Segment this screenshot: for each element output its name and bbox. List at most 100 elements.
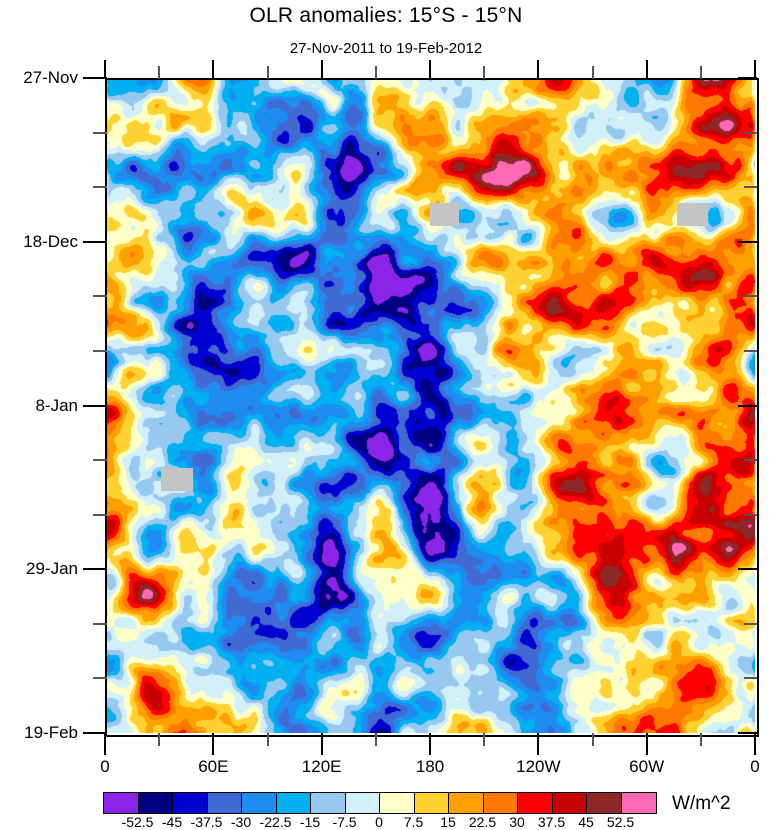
- colorbar-cell-9: [414, 793, 449, 813]
- colorbar-cell-3: [207, 793, 242, 813]
- missing-data-block: [160, 467, 194, 492]
- x-axis-label: 0: [750, 757, 760, 776]
- y-axis-label: 19-Feb: [24, 723, 78, 742]
- x-tick-major: [104, 733, 106, 755]
- x-tick-top-major: [104, 60, 106, 79]
- x-tick-minor: [374, 733, 377, 746]
- y-tick-right: [744, 459, 757, 462]
- x-tick-minor: [266, 733, 269, 746]
- colorbar-tick-label: 30: [509, 814, 525, 830]
- colorbar-cell-7: [345, 793, 380, 813]
- y-tick-right: [744, 513, 757, 516]
- x-tick-top-major: [320, 60, 323, 79]
- y-tick-right: [744, 186, 757, 189]
- y-tick-minor: [93, 349, 107, 352]
- x-tick-top-minor: [699, 66, 702, 79]
- colorbar-cell-11: [483, 793, 518, 813]
- x-tick-minor: [483, 733, 486, 746]
- colorbar-tick-label: 45: [578, 814, 594, 830]
- y-axis-label: 8-Jan: [35, 395, 78, 415]
- y-tick-major: [83, 77, 107, 79]
- colorbar-tick-label: 37.5: [537, 814, 566, 830]
- colorbar: [103, 792, 657, 814]
- y-axis-label: 18-Dec: [23, 231, 78, 251]
- y-tick-major: [83, 568, 107, 571]
- colorbar-cell-2: [173, 793, 208, 813]
- colorbar-tick-label: 52.5: [606, 814, 635, 830]
- x-tick-minor: [591, 733, 594, 746]
- page-title: OLR anomalies: 15°S - 15°N: [249, 4, 523, 27]
- y-tick-minor: [93, 622, 107, 625]
- missing-data-block: [677, 202, 709, 227]
- y-tick-right-major: [738, 404, 757, 407]
- colorbar-tick-label: -52.5: [121, 814, 154, 830]
- colorbar-cell-14: [587, 793, 622, 813]
- hovmoller-plot-area: [105, 78, 755, 733]
- x-tick-top-major: [645, 60, 648, 79]
- y-tick-major: [83, 404, 107, 407]
- y-tick-minor: [93, 131, 107, 134]
- x-tick-major: [537, 733, 540, 755]
- colorbar-cell-15: [621, 793, 656, 813]
- x-tick-minor: [158, 733, 161, 746]
- x-tick-major: [212, 733, 215, 755]
- colorbar-tick-label: -7.5: [332, 814, 357, 830]
- colorbar-cell-10: [449, 793, 484, 813]
- colorbar-tick-label: -15: [299, 814, 321, 830]
- x-axis-label: 60W: [629, 757, 665, 776]
- colorbar-cell-0: [104, 793, 139, 813]
- colorbar-cell-1: [138, 793, 173, 813]
- y-tick-right-major: [738, 732, 757, 734]
- colorbar-tick-label: 0: [375, 814, 383, 830]
- y-tick-major: [83, 240, 107, 243]
- y-tick-right-major: [738, 240, 757, 243]
- colorbar-units-label: W/m^2: [672, 793, 731, 814]
- y-axis-label: 29-Jan: [26, 559, 78, 579]
- colorbar-cell-6: [311, 793, 346, 813]
- x-axis-label: 60E: [198, 757, 229, 776]
- x-tick-top-major: [754, 60, 756, 79]
- x-tick-top-minor: [266, 66, 269, 79]
- x-tick-major: [429, 733, 431, 755]
- x-tick-top-major: [537, 60, 540, 79]
- y-tick-right-major: [738, 77, 757, 79]
- y-axis-label: 27-Nov: [23, 68, 78, 87]
- colorbar-tick-label: 22.5: [468, 814, 497, 830]
- y-tick-right: [744, 131, 757, 134]
- y-tick-right-major: [738, 568, 757, 571]
- y-tick-right: [744, 349, 757, 352]
- colorbar-tick-label: -45: [161, 814, 183, 830]
- x-tick-top-minor: [374, 66, 377, 79]
- missing-data-block: [430, 202, 459, 227]
- olr-anomaly-contour-field: [105, 78, 755, 733]
- x-tick-major: [320, 733, 323, 755]
- x-tick-top-minor: [591, 66, 594, 79]
- colorbar-cell-12: [518, 793, 553, 813]
- date-range-subtitle: 27-Nov-2011 to 19-Feb-2012: [289, 40, 483, 57]
- x-tick-minor: [699, 733, 702, 746]
- x-axis-label: 120W: [516, 757, 561, 776]
- y-tick-right: [744, 622, 757, 625]
- x-axis-label: 180: [415, 757, 445, 776]
- colorbar-cell-4: [242, 793, 277, 813]
- colorbar-cell-5: [276, 793, 311, 813]
- x-axis-label: 120E: [301, 757, 342, 776]
- y-tick-minor: [93, 677, 107, 680]
- y-tick-minor: [93, 459, 107, 462]
- colorbar-tick-label: -30: [230, 814, 252, 830]
- x-tick-major: [645, 733, 648, 755]
- colorbar-cell-13: [552, 793, 587, 813]
- colorbar-tick-label: 7.5: [403, 814, 424, 830]
- colorbar-tick-label: -22.5: [259, 814, 292, 830]
- y-tick-right: [744, 295, 757, 298]
- x-tick-top-major: [212, 60, 215, 79]
- x-tick-top-minor: [158, 66, 161, 79]
- y-tick-right: [744, 677, 757, 680]
- x-tick-major: [754, 733, 756, 755]
- colorbar-tick-label: 15: [440, 814, 456, 830]
- colorbar-tick-label: -37.5: [190, 814, 223, 830]
- y-tick-major: [83, 732, 107, 734]
- x-tick-top-major: [429, 60, 431, 79]
- y-tick-minor: [93, 186, 107, 189]
- y-tick-minor: [93, 295, 107, 298]
